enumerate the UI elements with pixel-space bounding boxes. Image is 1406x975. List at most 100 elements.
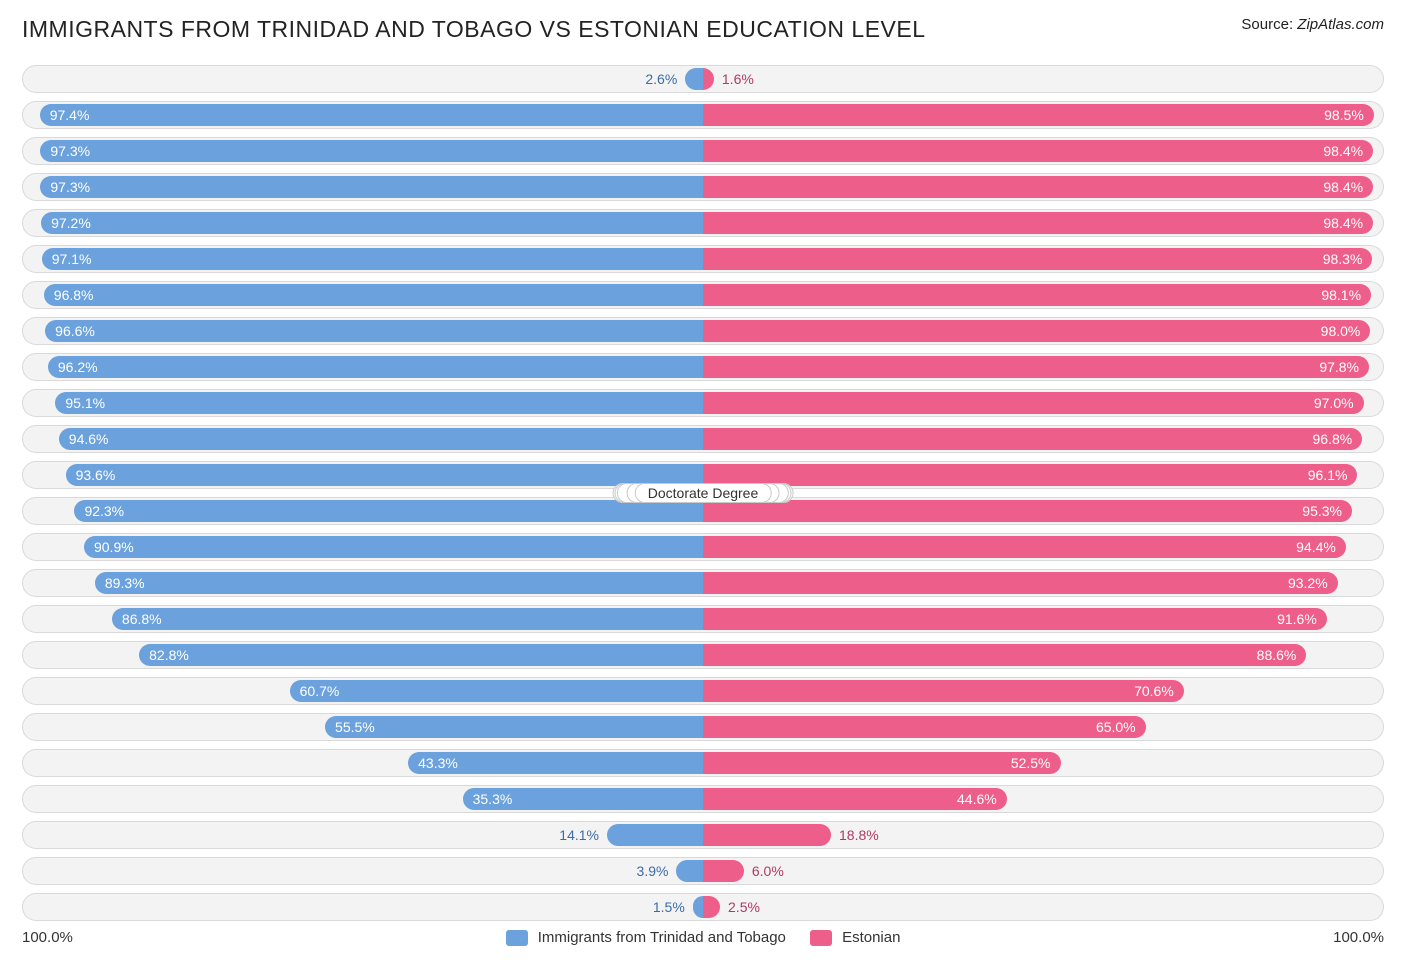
right-bar [703,248,1372,270]
right-half: 44.6% [703,785,1384,813]
right-bar [703,356,1369,378]
right-half: 98.1% [703,281,1384,309]
chart-row: 35.3%44.6%Bachelor's Degree [22,785,1384,813]
left-bar [45,320,703,342]
right-bar [703,284,1371,306]
legend-row: 100.0% Immigrants from Trinidad and Toba… [22,929,1384,946]
right-bar [703,572,1338,594]
chart-row: 89.3%93.2%12th Grade, No Diploma [22,569,1384,597]
left-value-label: 97.1% [52,251,92,267]
right-half: 95.3% [703,497,1384,525]
right-value-label: 93.2% [1288,575,1328,591]
right-value-label: 6.0% [752,863,784,879]
left-half: 97.3% [22,137,703,165]
right-half: 70.6% [703,677,1384,705]
right-value-label: 91.6% [1277,611,1317,627]
legend-label-right: Estonian [842,929,900,946]
left-bar [48,356,703,378]
chart-row: 97.3%98.4%1st Grade [22,173,1384,201]
right-value-label: 98.4% [1323,179,1363,195]
left-track [22,857,703,885]
chart-row: 2.6%1.6%No Schooling Completed [22,65,1384,93]
chart-row: 97.3%98.4%Kindergarten [22,137,1384,165]
chart-row: 14.1%18.8%Master's Degree [22,821,1384,849]
right-value-label: 98.4% [1323,143,1363,159]
right-value-label: 98.0% [1321,323,1361,339]
left-half: 94.6% [22,425,703,453]
right-value-label: 97.0% [1314,395,1354,411]
left-half: 96.2% [22,353,703,381]
left-value-label: 1.5% [653,899,685,915]
right-value-label: 1.6% [722,71,754,87]
right-half: 96.8% [703,425,1384,453]
chart-row: 97.2%98.4%2nd Grade [22,209,1384,237]
source-label: Source: [1241,16,1293,33]
chart-row: 86.8%91.6%High School Diploma [22,605,1384,633]
right-value-label: 65.0% [1096,719,1136,735]
left-half: 97.4% [22,101,703,129]
chart-row: 95.1%97.0%7th Grade [22,389,1384,417]
right-half: 96.1% [703,461,1384,489]
right-bar [703,752,1061,774]
right-half: 1.6% [703,65,1384,93]
left-bar [40,104,703,126]
left-value-label: 55.5% [335,719,375,735]
right-track [703,893,1384,921]
left-bar [55,392,703,414]
right-value-label: 96.8% [1313,431,1353,447]
right-bar [703,644,1306,666]
right-half: 97.8% [703,353,1384,381]
left-half: 43.3% [22,749,703,777]
left-value-label: 97.2% [51,215,91,231]
left-value-label: 96.2% [58,359,98,375]
left-half: 96.6% [22,317,703,345]
right-value-label: 94.4% [1296,539,1336,555]
left-half: 97.1% [22,245,703,273]
right-half: 91.6% [703,605,1384,633]
right-value-label: 95.3% [1302,503,1342,519]
chart-row: 97.1%98.3%3rd Grade [22,245,1384,273]
left-value-label: 82.8% [149,647,189,663]
right-half: 97.0% [703,389,1384,417]
right-half: 94.4% [703,533,1384,561]
source-value: ZipAtlas.com [1297,16,1384,33]
left-value-label: 90.9% [94,539,134,555]
left-bar [607,824,703,846]
right-value-label: 18.8% [839,827,879,843]
right-bar [703,824,831,846]
right-bar [703,176,1373,198]
left-value-label: 86.8% [122,611,162,627]
left-value-label: 3.9% [637,863,669,879]
left-half: 60.7% [22,677,703,705]
right-bar [703,716,1146,738]
left-bar [40,176,703,198]
legend-item-right: Estonian [810,929,901,946]
right-bar [703,860,744,882]
right-half: 98.3% [703,245,1384,273]
left-bar [685,68,703,90]
left-half: 2.6% [22,65,703,93]
left-half: 86.8% [22,605,703,633]
legend-item-left: Immigrants from Trinidad and Tobago [506,929,786,946]
right-bar [703,536,1346,558]
right-value-label: 70.6% [1134,683,1174,699]
chart-row: 97.4%98.5%Nursery School [22,101,1384,129]
left-value-label: 96.6% [55,323,95,339]
left-bar [112,608,703,630]
chart-row: 43.3%52.5%Associate's Degree [22,749,1384,777]
left-half: 1.5% [22,893,703,921]
chart-row: 90.9%94.4%11th Grade [22,533,1384,561]
left-value-label: 92.3% [84,503,124,519]
education-diverging-chart: 2.6%1.6%No Schooling Completed97.4%98.5%… [22,65,1384,921]
chart-row: 96.6%98.0%5th Grade [22,317,1384,345]
right-value-label: 52.5% [1011,755,1051,771]
chart-row: 96.2%97.8%6th Grade [22,353,1384,381]
right-bar [703,608,1327,630]
left-bar [44,284,703,306]
left-value-label: 96.8% [54,287,94,303]
left-track [22,65,703,93]
left-value-label: 94.6% [69,431,109,447]
left-value-label: 2.6% [645,71,677,87]
left-track [22,821,703,849]
legend-label-left: Immigrants from Trinidad and Tobago [538,929,786,946]
